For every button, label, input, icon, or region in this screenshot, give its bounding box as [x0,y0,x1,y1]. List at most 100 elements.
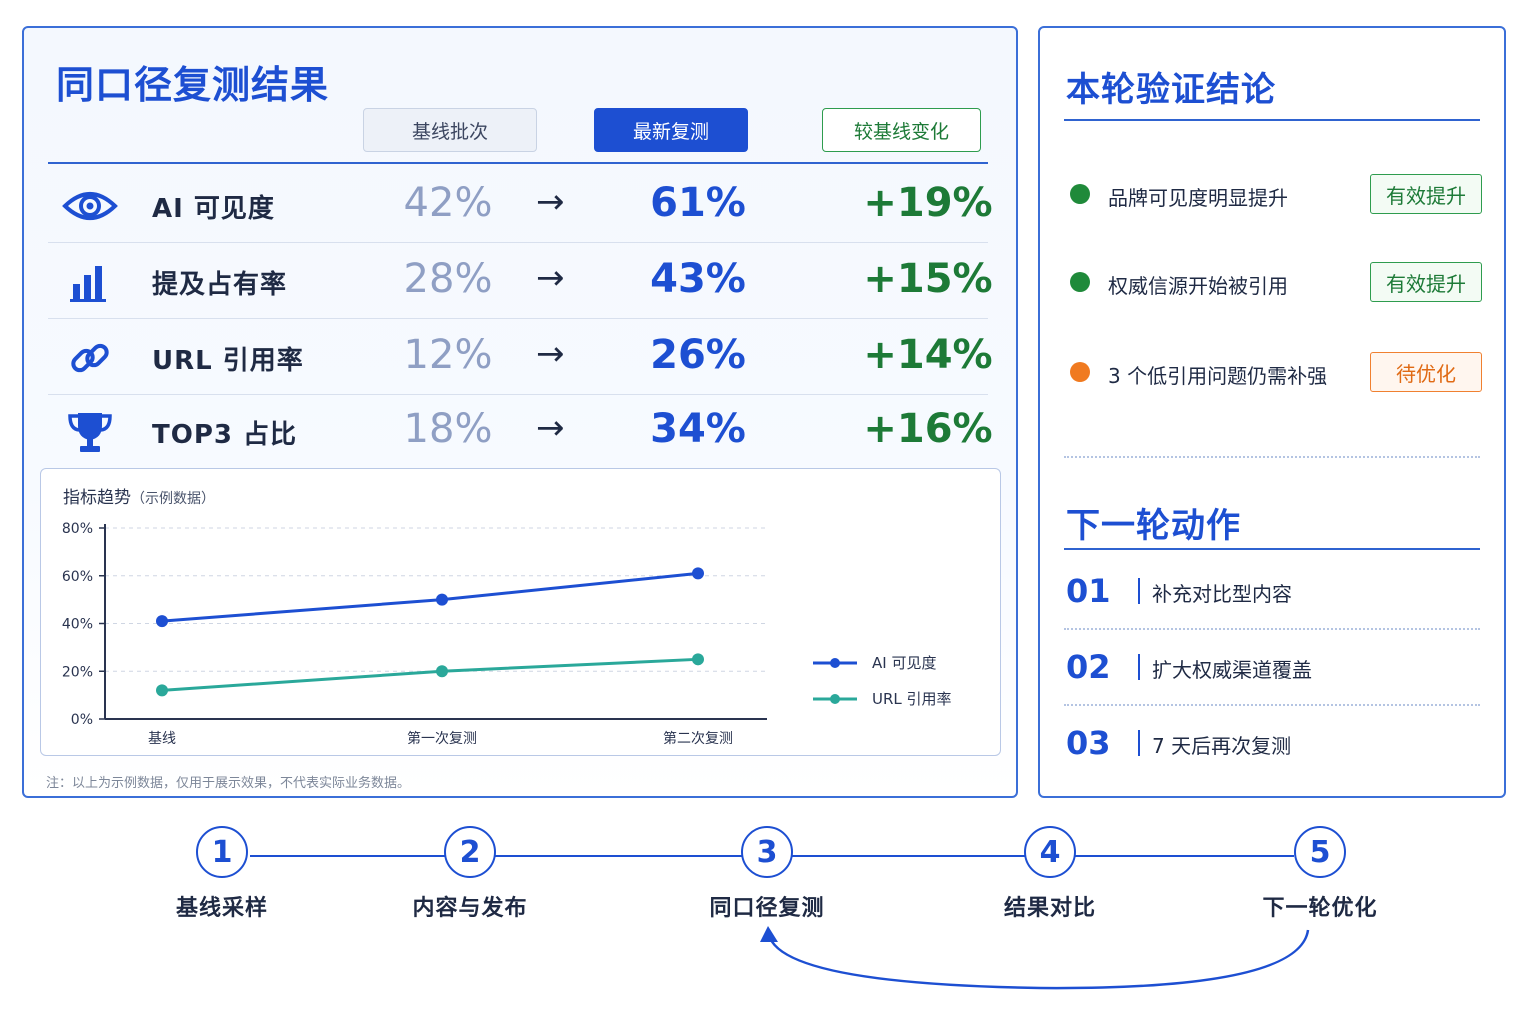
step-number: 3 [741,826,793,878]
y-tick-label: 20% [62,664,93,680]
column-header-baseline: 基线批次 [363,108,537,152]
footnote: 注：以上为示例数据，仅用于展示效果，不代表实际业务数据。 [46,776,411,791]
metric-row-mention-share: 提及占有率 28% → 43% +15% [48,244,993,319]
chart-title: 指标趋势（示例数据） [63,483,215,508]
status-dot-green [1070,272,1090,292]
action-separator [1138,578,1140,604]
metric-label: 提及占有率 [152,270,288,300]
conclusion-item: 品牌可见度明显提升 有效提升 [1064,172,1484,218]
x-tick-label: 基线 [148,730,176,747]
trend-chart-card: 指标趋势（示例数据） 0% 20% 40% 60% 80% 基线 第一次复测 第二次复测 AI … [40,468,1001,756]
action-item: 01 补充对比型内容 [1064,566,1480,622]
metric-latest-value: 34% [650,406,746,452]
metric-latest-value: 43% [650,256,746,302]
metric-baseline-value: 42% [403,180,493,226]
status-badge: 有效提升 [1370,262,1482,302]
metric-row-ai-visibility: AI 可见度 42% → 61% +19% [48,168,993,243]
metric-baseline-value: 12% [403,332,493,378]
data-point [692,567,704,580]
metric-change-value: +16% [863,406,993,452]
process-flow: 1 基线采样 2 内容与发布 3 同口径复测 4 结果对比 5 下一轮优化 [0,800,1536,1024]
step-number: 1 [196,826,248,878]
conclusion-text: 权威信源开始被引用 [1108,274,1288,298]
status-badge: 待优化 [1370,352,1482,392]
trophy-icon [62,410,118,454]
action-number: 03 [1066,724,1111,762]
legend-label: AI 可见度 [872,654,936,672]
step-label: 下一轮优化 [1262,896,1378,921]
step-label: 基线采样 [175,896,268,921]
next-actions-title: 下一轮动作 [1066,506,1241,546]
data-point [156,684,168,697]
action-item: 02 扩大权威渠道覆盖 [1064,642,1480,698]
results-title: 同口径复测结果 [56,63,330,107]
action-divider [1064,628,1480,630]
conclusion-divider [1064,119,1480,121]
data-point [156,615,168,628]
arrow-right-icon: → [536,258,565,298]
action-divider [1064,704,1480,706]
y-tick-label: 0% [71,712,93,728]
column-header-change: 较基线变化 [822,108,981,152]
link-icon [62,336,118,380]
action-text: 扩大权威渠道覆盖 [1152,658,1312,682]
chart-title-text: 指标趋势 [63,488,131,508]
y-tick-label: 80% [62,521,93,537]
conclusion-title: 本轮验证结论 [1066,70,1276,110]
bar-chart-icon [62,260,118,304]
data-point [436,593,448,606]
metric-change-value: +14% [863,332,993,378]
step-number: 4 [1024,826,1076,878]
metric-change-value: +15% [863,256,993,302]
action-separator [1138,730,1140,756]
conclusion-item: 3 个低引用问题仍需补强 待优化 [1064,350,1484,396]
legend-swatch-dot [830,694,840,704]
action-number: 02 [1066,648,1111,686]
series-line [161,571,699,623]
conclusion-panel: 本轮验证结论 品牌可见度明显提升 有效提升 权威信源开始被引用 有效提升 3 个… [1038,26,1506,798]
y-tick-label: 60% [62,569,93,585]
metric-label: AI 可见度 [152,194,275,224]
eye-icon [62,184,118,228]
conclusion-text: 3 个低引用问题仍需补强 [1108,364,1328,388]
metric-latest-value: 26% [650,332,746,378]
data-point [436,665,448,678]
action-text: 补充对比型内容 [1152,582,1292,606]
arrow-right-icon: → [536,182,565,222]
legend-swatch-dot [830,658,840,668]
metric-baseline-value: 18% [403,406,493,452]
action-number: 01 [1066,572,1111,610]
status-badge: 有效提升 [1370,174,1482,214]
metric-label: URL 引用率 [152,346,304,376]
status-dot-orange [1070,362,1090,382]
loop-arrow-head [760,926,778,942]
series-line [161,657,699,692]
step-label: 内容与发布 [412,896,528,921]
metric-row-url-citation: URL 引用率 12% → 26% +14% [48,320,993,395]
step-label: 同口径复测 [709,896,825,921]
metric-latest-value: 61% [650,180,746,226]
metric-row-top3-share: TOP3 占比 18% → 34% +16% [48,394,993,469]
x-tick-label: 第二次复测 [663,730,733,747]
action-separator [1138,654,1140,680]
header-divider [48,162,988,164]
arrow-right-icon: → [536,408,565,448]
metric-label: TOP3 占比 [152,420,298,450]
step-label: 结果对比 [1003,896,1096,921]
step-number: 5 [1294,826,1346,878]
loop-back-arrow [768,929,1310,990]
column-header-latest: 最新复测 [594,108,748,152]
x-tick-label: 第一次复测 [407,730,477,747]
trend-line-chart: 0% 20% 40% 60% 80% 基线 第一次复测 第二次复测 AI 可见度 URL 引用率 [62,521,952,747]
results-panel: 同口径复测结果 基线批次 最新复测 较基线变化 AI 可见度 42% → 61%… [22,26,1018,798]
metric-change-value: +19% [863,180,993,226]
legend-label: URL 引用率 [872,690,952,708]
action-text: 7 天后再次复测 [1152,734,1292,758]
metric-baseline-value: 28% [403,256,493,302]
conclusion-item: 权威信源开始被引用 有效提升 [1064,260,1484,306]
action-item: 03 7 天后再次复测 [1064,718,1480,774]
next-actions-divider [1064,548,1480,550]
conclusion-text: 品牌可见度明显提升 [1108,186,1288,210]
section-divider [1064,456,1480,458]
arrow-right-icon: → [536,334,565,374]
